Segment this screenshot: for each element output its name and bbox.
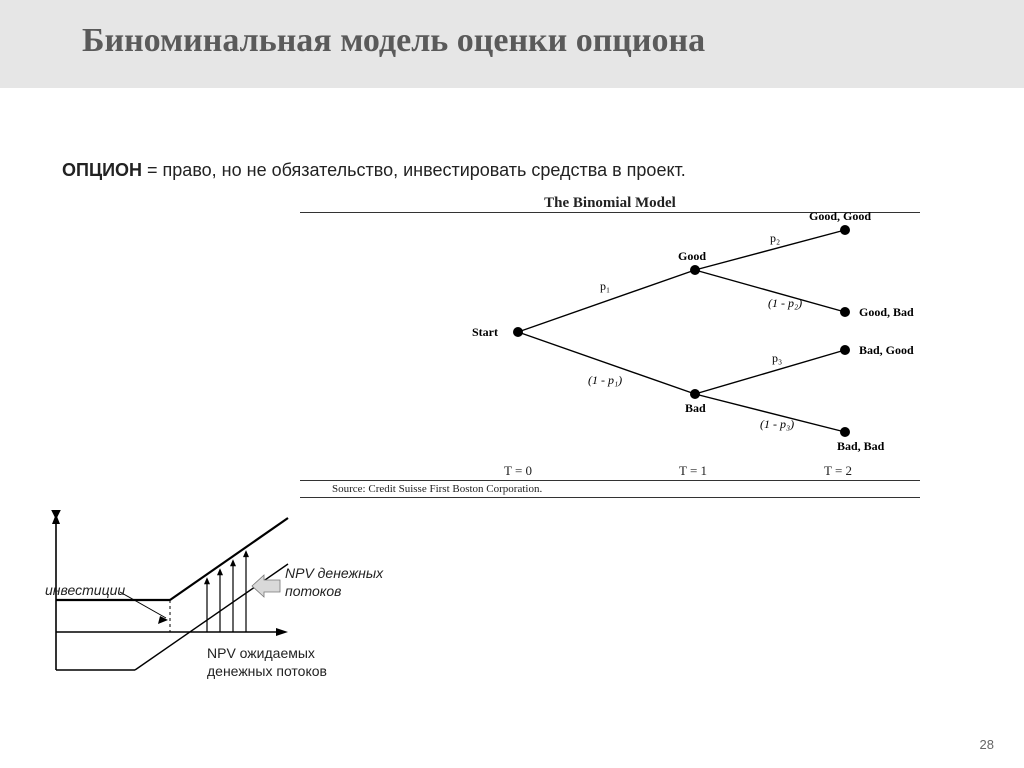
label-npv-cash-l2: потоков <box>285 583 342 599</box>
binomial-tree: p₁ (1 - p₁) p₂ (1 - p₂) p₃ (1 - p₃) Start Good… <box>300 212 940 462</box>
time-label-0: T = 0 <box>504 463 532 479</box>
svg-text:Bad, Good: Bad, Good <box>859 343 914 357</box>
page-number: 28 <box>980 737 994 752</box>
label-npv-expected: NPV ожидаемых денежных потоков <box>207 645 327 680</box>
option-definition: ОПЦИОН = право, но не обязательство, инв… <box>62 160 686 181</box>
svg-text:(1 - p₂): (1 - p₂) <box>768 296 802 310</box>
source-line: Source: Credit Suisse First Boston Corpo… <box>332 483 542 495</box>
svg-text:Bad, Bad: Bad, Bad <box>837 439 885 453</box>
svg-text:(1 - p₁): (1 - p₁) <box>588 373 622 387</box>
definition-term: ОПЦИОН <box>62 160 142 180</box>
svg-text:Start: Start <box>472 325 498 339</box>
rule-mid <box>300 480 920 481</box>
svg-text:p₃: p₃ <box>772 351 782 365</box>
svg-text:Good, Good: Good, Good <box>809 212 871 223</box>
title-band: Биноминальная модель оценки опциона <box>0 0 1024 88</box>
svg-text:p₂: p₂ <box>770 231 780 245</box>
svg-text:Good, Bad: Good, Bad <box>859 305 914 319</box>
label-npv-exp-l1: NPV ожидаемых <box>207 645 315 661</box>
rule-bot <box>300 497 920 498</box>
definition-text: = право, но не обязательство, инвестиров… <box>142 160 686 180</box>
slide: Биноминальная модель оценки опциона ОПЦИ… <box>0 0 1024 768</box>
label-npv-cash-l1: NPV денежных <box>285 565 383 581</box>
time-label-1: T = 1 <box>679 463 707 479</box>
svg-text:Bad: Bad <box>685 401 706 415</box>
label-npv-cashflows: NPV денежных потоков <box>285 565 383 600</box>
binomial-model-title: The Binomial Model <box>300 195 920 212</box>
time-label-2: T = 2 <box>824 463 852 479</box>
slide-title: Биноминальная модель оценки опциона <box>82 22 1024 60</box>
label-investments: инвестиции <box>45 582 125 598</box>
label-npv-exp-l2: денежных потоков <box>207 663 327 679</box>
option-payoff-chart <box>20 510 380 710</box>
svg-text:(1 - p₃): (1 - p₃) <box>760 417 794 431</box>
svg-text:p₁: p₁ <box>600 279 610 293</box>
svg-text:Good: Good <box>678 249 706 263</box>
